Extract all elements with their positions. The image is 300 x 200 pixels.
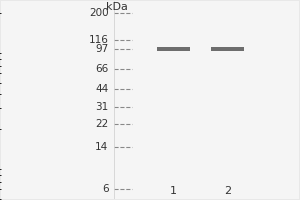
Bar [211,47,244,51]
Text: 1: 1 [170,186,177,196]
Text: 66: 66 [95,64,108,74]
Text: 6: 6 [102,184,108,194]
Text: 200: 200 [89,8,108,18]
Text: 22: 22 [95,119,108,129]
Text: 116: 116 [88,35,108,45]
Text: 2: 2 [224,186,231,196]
Text: 44: 44 [95,84,108,94]
Text: kDa: kDa [106,2,128,12]
Text: 97: 97 [95,44,108,54]
Text: 31: 31 [95,102,108,112]
Text: 14: 14 [95,142,108,152]
Bar [158,47,190,51]
